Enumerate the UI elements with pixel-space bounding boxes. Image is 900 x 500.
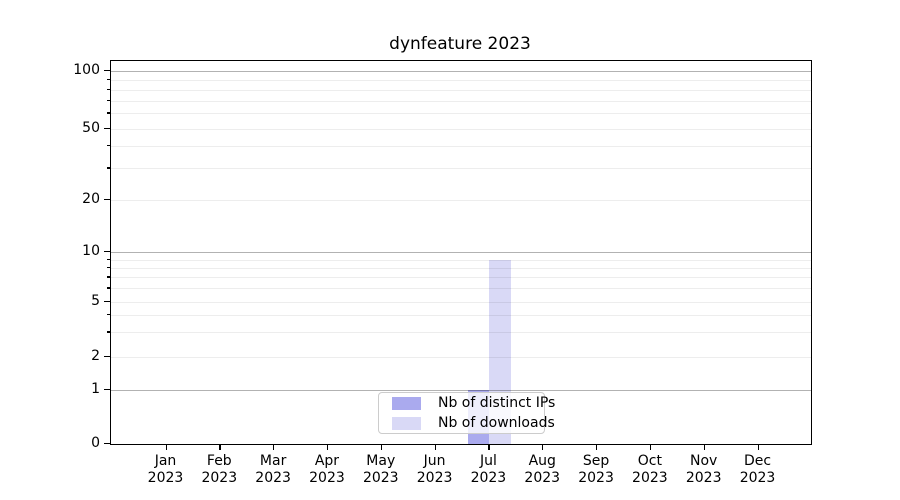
xtick-label-may: May 2023 — [362, 453, 399, 486]
gridline-y-80 — [111, 89, 811, 91]
gridline-y-7 — [111, 277, 811, 279]
xtick-label-sep: Sep 2023 — [578, 453, 614, 486]
plot-area — [110, 60, 812, 445]
ytick-minor-mark-30 — [107, 167, 110, 169]
ytick-minor-mark-70 — [107, 99, 110, 101]
ytick-minor-mark-60 — [107, 112, 110, 114]
ytick-minor-mark-80 — [107, 88, 110, 90]
ytick-minor-mark-9 — [107, 258, 110, 260]
ytick-mark-0 — [104, 443, 110, 445]
ytick-minor-mark-3 — [107, 331, 110, 333]
gridline-y-40 — [111, 145, 811, 147]
ytick-label-50: 50 — [82, 119, 100, 136]
gridline-y-60 — [111, 113, 811, 115]
legend-swatch-downloads — [392, 416, 421, 430]
ytick-label-5: 5 — [91, 292, 100, 309]
gridline-y-4 — [111, 315, 811, 317]
gridline-y-90 — [111, 79, 811, 81]
ytick-label-2: 2 — [91, 348, 100, 364]
ytick-mark-50 — [104, 127, 110, 129]
gridline-y-3 — [111, 332, 811, 334]
xtick-mark-feb — [219, 445, 221, 450]
gridline-y-8 — [111, 267, 811, 269]
xtick-mark-oct — [649, 445, 652, 450]
xtick-mark-mar — [273, 445, 275, 450]
ytick-minor-mark-4 — [107, 314, 110, 316]
xtick-mark-jan — [165, 445, 167, 450]
xtick-mark-aug — [542, 445, 544, 450]
ytick-label-10: 10 — [82, 243, 100, 259]
gridline-y-6 — [111, 288, 811, 290]
ytick-mark-5 — [104, 300, 110, 302]
ytick-mark-1 — [104, 388, 110, 390]
xtick-mark-jun — [434, 445, 436, 450]
ytick-label-100: 100 — [73, 62, 100, 78]
gridline-y-5 — [111, 301, 811, 303]
xtick-label-nov: Nov 2023 — [685, 453, 722, 486]
gridline-y-20 — [111, 200, 811, 201]
xtick-label-aug: Aug 2023 — [524, 453, 561, 486]
ytick-label-0: 0 — [91, 435, 100, 451]
gridline-y-1 — [111, 389, 811, 391]
legend-swatch-distinct-ips — [392, 396, 421, 410]
xtick-label-jun: Jun 2023 — [416, 453, 453, 486]
ytick-label-20: 20 — [82, 191, 100, 207]
xtick-mark-sep — [596, 445, 598, 450]
gridline-y-100 — [111, 71, 811, 72]
ytick-mark-10 — [104, 251, 110, 253]
xtick-mark-nov — [703, 445, 705, 450]
ytick-mark-2 — [104, 356, 110, 358]
ytick-minor-mark-40 — [107, 144, 110, 147]
xtick-mark-apr — [326, 445, 329, 450]
gridline-y-70 — [111, 100, 811, 102]
ytick-minor-mark-90 — [107, 78, 110, 80]
xtick-label-oct: Oct 2023 — [632, 453, 668, 486]
xtick-mark-dec — [757, 445, 759, 450]
xtick-mark-may — [380, 445, 382, 450]
ytick-minor-mark-7 — [107, 276, 110, 278]
legend-row-distinct-ips: Nb of distinct IPs — [387, 395, 555, 411]
legend-row-downloads: Nb of downloads — [387, 415, 555, 431]
ytick-minor-mark-6 — [107, 287, 110, 289]
ytick-label-1: 1 — [91, 380, 100, 397]
chart-title: dynfeature 2023 — [389, 34, 531, 54]
gridline-y-9 — [111, 259, 811, 261]
ytick-minor-mark-8 — [107, 266, 110, 269]
xtick-label-jan: Jan 2023 — [147, 453, 184, 486]
xtick-label-mar: Mar 2023 — [255, 453, 291, 486]
xtick-label-feb: Feb 2023 — [201, 453, 238, 486]
gridline-y-50 — [111, 128, 811, 130]
ytick-mark-20 — [104, 199, 110, 201]
xtick-label-apr: Apr 2023 — [309, 453, 345, 486]
xtick-label-dec: Dec 2023 — [739, 453, 776, 486]
legend-label-downloads: Nb of downloads — [438, 415, 555, 431]
legend: Nb of distinct IPs Nb of downloads — [378, 392, 555, 434]
ytick-mark-100 — [104, 70, 110, 72]
gridline-y-10 — [111, 252, 811, 253]
xtick-mark-jul — [488, 445, 490, 450]
gridline-y-30 — [111, 168, 811, 170]
legend-label-distinct-ips: Nb of distinct IPs — [438, 395, 556, 411]
xtick-label-jul: Jul 2023 — [470, 453, 507, 486]
gridline-y-2 — [111, 357, 811, 358]
